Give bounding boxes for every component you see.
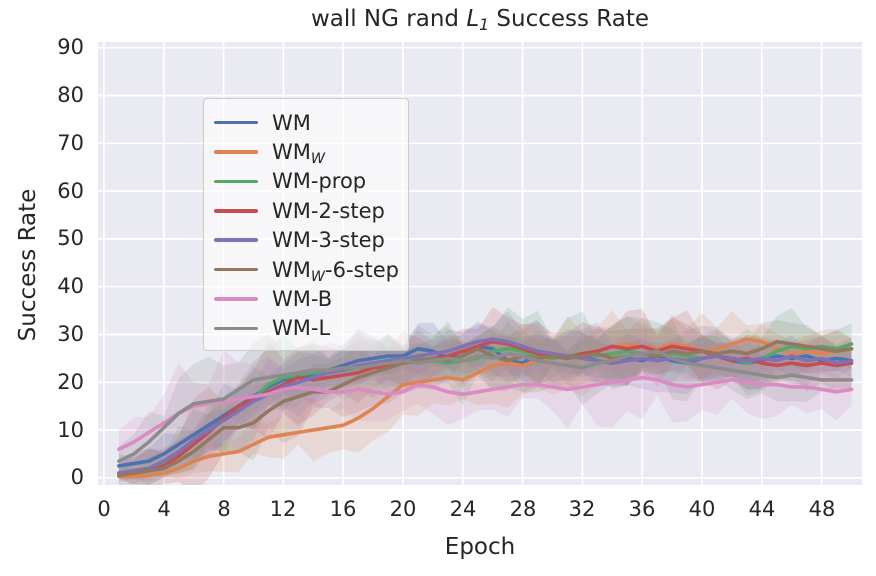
text-part: 1 [479,15,490,35]
legend-line-swatch [214,267,258,272]
y-tick-label: 20 [57,370,84,394]
text-part: WM [272,110,311,135]
legend-item-wm-3-step: WM-3-step [214,226,398,255]
text-part: WM-prop [272,169,367,194]
y-tick-label: 70 [57,131,84,155]
legend-line-swatch [214,209,258,213]
x-tick-label: 48 [808,497,836,521]
legend-label: WM-B [272,287,332,311]
legend-line-swatch [214,326,258,331]
legend-label: WMW-6-step [272,257,399,285]
series-line-wm_w [117,337,854,479]
x-tick-label: 40 [688,497,716,521]
legend: WM WMW WM-prop WM-2-step WM-3-step WMW-6-step… [203,98,409,352]
series-line-wm-3-step [117,337,854,475]
legend-label: WM-prop [272,169,366,193]
x-tick-label: 36 [628,497,656,521]
x-tick-label: 32 [568,497,596,521]
x-tick-label: 8 [217,497,231,521]
x-tick-label: 20 [389,497,417,521]
legend-item-wm: WM [214,108,398,137]
legend-label: WM-L [272,316,330,340]
text-part: WM [272,257,311,282]
x-tick-label: 16 [329,497,357,521]
text-part: WM-L [272,316,331,341]
text-part: W [310,268,325,285]
y-tick-label: 80 [57,83,84,107]
legend-line-swatch [214,120,258,125]
y-tick-label: 60 [57,179,84,203]
x-tick-label: 4 [157,497,171,521]
text-part: WM [272,140,311,165]
legend-item-wm_w-6-step: WMW-6-step [214,255,399,285]
legend-line-swatch [214,297,258,301]
chart-title: wall NG rand L1 Success Rate [98,6,862,35]
text-part: -6-step [325,257,399,282]
text-part: L [466,6,480,32]
series-line-wm-l [117,349,854,463]
y-tick-label: 50 [57,226,84,250]
y-tick-label: 90 [57,35,84,59]
x-tick-label: 44 [748,497,776,521]
legend-item-wm-l: WM-L [214,314,398,343]
series-line-wm-2-step [117,339,854,475]
legend-item-wm-prop: WM-prop [214,167,398,196]
legend-label: WM-2-step [272,199,385,223]
text-part: WM-3-step [272,228,385,253]
legend-line-swatch [214,179,258,184]
plot-svg [98,42,862,485]
y-tick-label: 30 [57,322,84,346]
legend-item-wm_w: WMW [214,137,398,168]
confidence-band-wm-b [118,326,852,469]
y-tick-label: 10 [57,418,84,442]
text-part: Success Rate [489,6,650,32]
y-tick-label: 0 [70,465,84,489]
legend-item-wm-b: WM-B [214,284,398,313]
text-part: W [310,151,325,168]
text-part: WM-B [272,287,333,312]
series-line-wm-b [117,375,854,452]
series-line-wm_w-6-step [117,339,854,478]
text-part: WM-2-step [272,198,385,223]
legend-label: WM-3-step [272,228,385,252]
x-tick-label: 28 [509,497,537,521]
x-tick-label: 24 [449,497,477,521]
legend-line-swatch [214,150,258,154]
x-tick-label: 12 [269,497,297,521]
x-axis-label: Epoch [444,534,516,560]
legend-line-swatch [214,238,258,243]
text-part: wall NG rand [310,6,467,32]
legend-label: WM [272,111,311,135]
y-tick-label: 40 [57,274,84,298]
plot-area: WM WMW WM-prop WM-2-step WM-3-step WMW-6-step… [98,42,862,485]
legend-label: WMW [272,140,325,168]
x-tick-label: 0 [97,497,111,521]
legend-item-wm-2-step: WM-2-step [214,196,398,225]
